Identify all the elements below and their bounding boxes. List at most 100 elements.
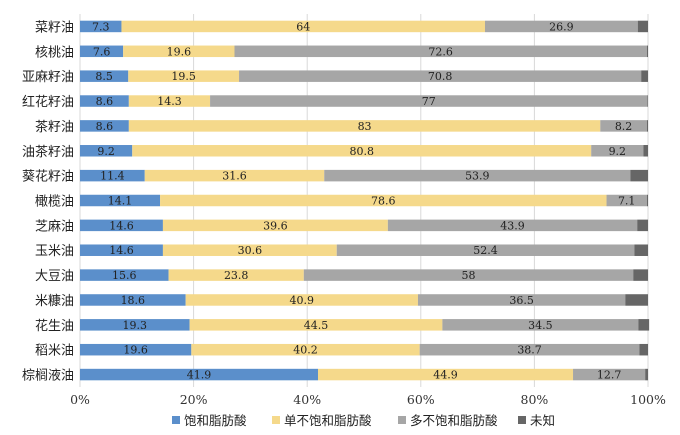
- bar-segment: [162, 244, 337, 256]
- bar-segment: [80, 194, 161, 207]
- bar-segment: [121, 20, 485, 33]
- data-label: 52.4: [473, 244, 498, 257]
- bar-segment: [128, 70, 240, 82]
- bar-segment: [162, 219, 388, 232]
- category-label: 棕榈液油: [22, 369, 74, 384]
- bar-segment: [646, 194, 648, 207]
- data-label: 23.8: [224, 269, 249, 282]
- category-label: 茶籽油: [35, 119, 74, 135]
- data-label: 19.3: [123, 319, 148, 332]
- bar-segment: [168, 269, 304, 281]
- data-label: 40.9: [290, 294, 315, 307]
- bar-segment: [637, 219, 648, 232]
- data-label: 36.5: [509, 294, 534, 307]
- data-label: 41.9: [187, 369, 212, 382]
- data-label: 40.2: [293, 344, 318, 357]
- category-label: 玉米油: [35, 244, 74, 259]
- bar-segment: [591, 145, 644, 157]
- bar-segment: [641, 70, 648, 82]
- bar-segment: [80, 319, 190, 331]
- data-label: 64: [296, 20, 310, 33]
- bar-segment: [303, 269, 634, 281]
- legend-swatch: [398, 416, 406, 424]
- bar-segment: [128, 95, 211, 107]
- data-label: 83: [358, 120, 372, 133]
- data-label: 30.6: [238, 244, 263, 257]
- bar-segment: [630, 169, 648, 182]
- bar-segment: [637, 20, 648, 33]
- data-label: 8.2: [615, 120, 633, 133]
- bar-segment: [419, 343, 640, 356]
- data-label: 38.7: [517, 344, 542, 357]
- data-label: 9.2: [97, 145, 115, 158]
- data-label: 7.3: [92, 20, 110, 33]
- category-label: 红花籽油: [22, 94, 74, 110]
- bar-segment: [191, 343, 420, 356]
- x-tick-label: 0%: [70, 392, 90, 407]
- bar-segment: [80, 294, 186, 306]
- data-label: 43.9: [500, 219, 525, 232]
- bar-segment: [324, 169, 631, 182]
- data-label: 44.9: [433, 369, 458, 382]
- data-label: 8.5: [95, 70, 113, 83]
- data-label: 15.6: [112, 269, 137, 282]
- bar-segment: [336, 244, 635, 256]
- data-label: 77: [422, 95, 436, 108]
- data-label: 19.5: [171, 70, 196, 83]
- x-tick-label: 60%: [407, 392, 435, 407]
- data-label: 7.1: [618, 195, 636, 208]
- category-label: 芝麻油: [35, 218, 74, 234]
- bar-segment: [317, 368, 574, 381]
- legend-label: 多不饱和脂肪酸: [410, 413, 498, 428]
- data-label: 34.5: [528, 319, 553, 332]
- x-tick-label: 40%: [293, 392, 321, 407]
- category-label: 核桃油: [35, 45, 74, 60]
- bar-segment: [387, 219, 638, 232]
- data-label: 78.6: [371, 195, 396, 208]
- category-label: 花生油: [35, 318, 74, 334]
- bar-segment: [80, 45, 124, 58]
- bar-segment: [634, 244, 648, 256]
- bar-segment: [639, 343, 648, 356]
- bar-segment: [645, 368, 648, 381]
- bar-segment: [189, 319, 443, 331]
- bar-segment: [80, 343, 192, 356]
- legend: 饱和脂肪酸 单不饱和脂肪酸 多不饱和脂肪酸 未知: [172, 413, 555, 428]
- data-label: 18.6: [121, 294, 146, 307]
- data-label: 7.6: [93, 45, 111, 58]
- data-label: 8.6: [96, 120, 114, 133]
- bar-segment: [80, 70, 129, 82]
- category-label: 油茶籽油: [22, 144, 74, 160]
- data-label: 14.6: [109, 219, 134, 232]
- category-label: 葵花籽油: [22, 169, 74, 185]
- category-label: 大豆油: [35, 269, 74, 284]
- bar-segment: [600, 120, 647, 132]
- data-label: 39.6: [263, 219, 288, 232]
- bar-segment: [144, 169, 325, 182]
- bar-segment: [647, 95, 648, 107]
- data-label: 58: [462, 269, 476, 282]
- x-tick-label: 100%: [630, 392, 666, 407]
- category-label: 菜籽油: [35, 20, 74, 35]
- bar-segment: [80, 368, 318, 381]
- bar-segment: [185, 294, 418, 306]
- data-label: 9.2: [609, 145, 627, 158]
- data-label: 80.8: [349, 145, 374, 158]
- bar-segment: [80, 169, 145, 182]
- bars: [80, 20, 650, 381]
- data-label: 14.1: [108, 195, 133, 208]
- data-label: 44.5: [304, 319, 329, 332]
- data-label: 8.6: [96, 95, 114, 108]
- bar-segment: [234, 45, 647, 58]
- bar-segment: [646, 120, 648, 132]
- bar-segment: [625, 294, 648, 306]
- bar-segment: [417, 294, 626, 306]
- bar-segment: [239, 70, 642, 82]
- bar-segment: [643, 145, 648, 157]
- category-label: 稻米油: [35, 344, 74, 359]
- category-label: 米糠油: [35, 293, 74, 309]
- segment-labels: 7.3 64 26.9 7.6 19.6 72.6 8.5 19.5 70.8 8.6 14.3 77…: [92, 20, 635, 381]
- bar-segment: [80, 120, 129, 132]
- bar-segment: [638, 319, 650, 331]
